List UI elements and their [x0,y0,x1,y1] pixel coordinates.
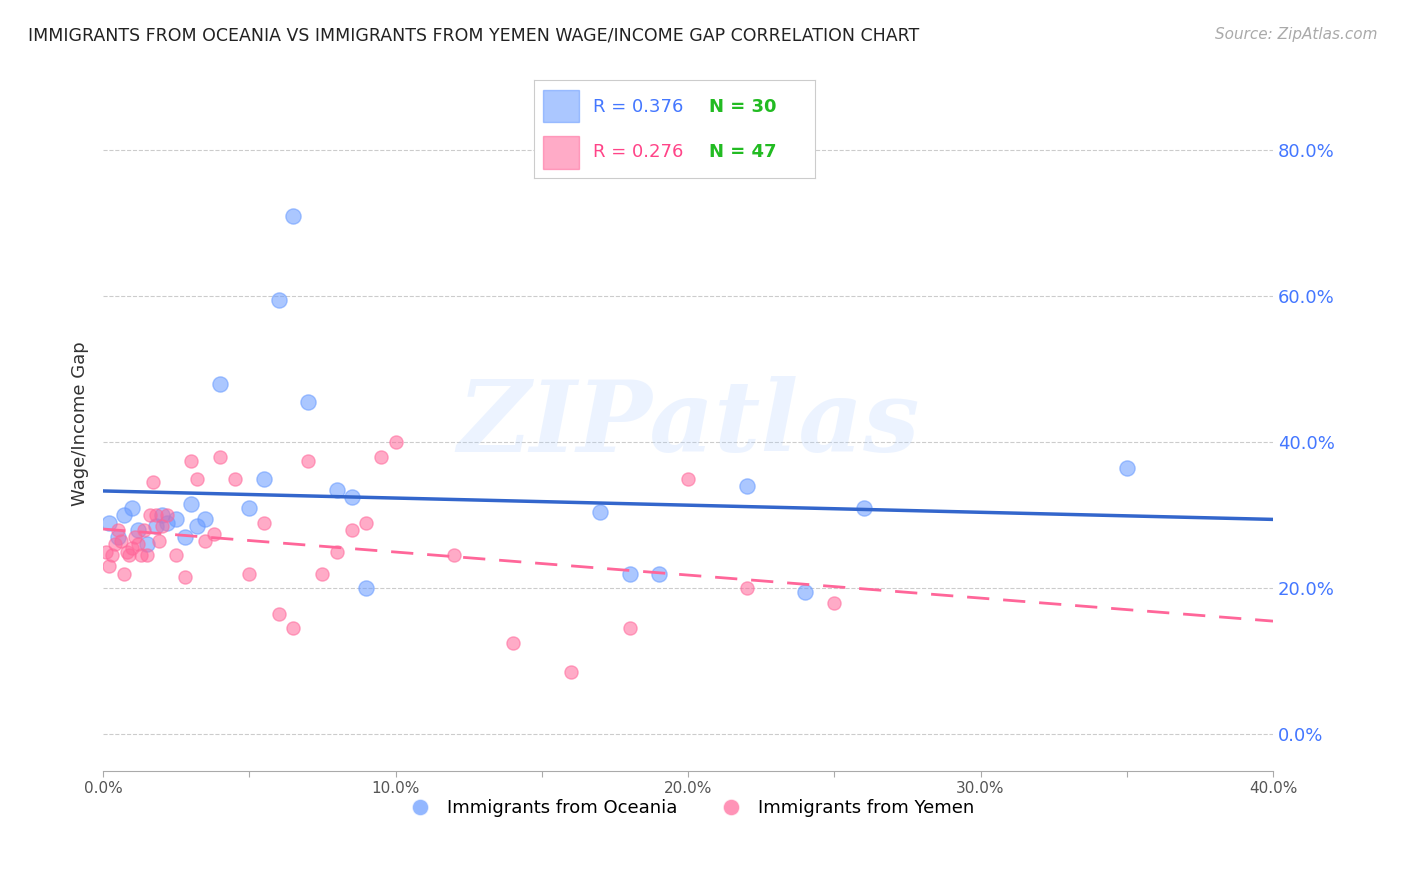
Point [676,472,699,486]
Bar [543,136,579,169]
Point [121,541,143,555]
Point [107,530,129,544]
Point [165,512,187,526]
Point [127,537,149,551]
Text: R = 0.376: R = 0.376 [593,98,683,116]
Point [194,512,217,526]
Point [104,537,127,551]
Point [165,549,187,563]
Point [209,376,232,391]
Point [794,585,817,599]
Point [107,523,129,537]
Point [852,500,875,515]
Text: N = 47: N = 47 [709,143,776,161]
Point [735,581,758,595]
Point [443,549,465,563]
Point [370,450,392,464]
Point [115,545,138,559]
Bar [543,90,579,122]
Point [297,395,319,409]
Point [180,453,202,467]
Point [823,596,845,610]
Point [94,545,117,559]
Point [283,209,305,223]
Point [150,508,173,523]
Point [139,508,162,523]
Point [112,508,135,523]
Y-axis label: Wage/Income Gap: Wage/Income Gap [72,342,89,507]
Point [326,483,349,497]
Point [619,621,641,635]
Point [136,537,159,551]
Point [253,516,276,530]
Point [142,475,165,490]
Point [110,533,132,548]
Point [356,581,378,595]
Point [136,549,159,563]
Point [174,530,197,544]
Point [202,526,225,541]
Point [735,479,758,493]
Point [356,516,378,530]
Text: ZIPatlas: ZIPatlas [457,376,920,473]
Point [180,497,202,511]
Point [238,566,260,581]
Point [121,500,143,515]
Point [209,450,232,464]
Point [145,519,167,533]
Point [267,293,290,307]
Point [253,472,276,486]
Point [186,519,208,533]
Text: R = 0.276: R = 0.276 [593,143,683,161]
Text: IMMIGRANTS FROM OCEANIA VS IMMIGRANTS FROM YEMEN WAGE/INCOME GAP CORRELATION CHA: IMMIGRANTS FROM OCEANIA VS IMMIGRANTS FR… [28,27,920,45]
Point [156,516,179,530]
Point [283,621,305,635]
Point [589,505,612,519]
Point [132,523,155,537]
Point [267,607,290,621]
Point [186,472,208,486]
Point [145,508,167,523]
Point [101,549,124,563]
Point [156,508,179,523]
Point [238,500,260,515]
Point [98,516,121,530]
Point [112,566,135,581]
Point [224,472,246,486]
Point [340,490,363,504]
Point [560,665,582,680]
Point [174,570,197,584]
Point [311,566,333,581]
Legend: Immigrants from Oceania, Immigrants from Yemen: Immigrants from Oceania, Immigrants from… [394,791,981,824]
Point [127,523,149,537]
Point [502,636,524,650]
Point [297,453,319,467]
Point [340,523,363,537]
Point [124,530,146,544]
Point [129,549,152,563]
Text: Source: ZipAtlas.com: Source: ZipAtlas.com [1215,27,1378,42]
Point [384,435,406,450]
Point [648,566,671,581]
Point [148,533,170,548]
Point [118,549,141,563]
Point [98,559,121,574]
Text: N = 30: N = 30 [709,98,776,116]
Point [150,519,173,533]
Point [326,545,349,559]
Point [1115,460,1137,475]
Point [194,533,217,548]
Point [619,566,641,581]
